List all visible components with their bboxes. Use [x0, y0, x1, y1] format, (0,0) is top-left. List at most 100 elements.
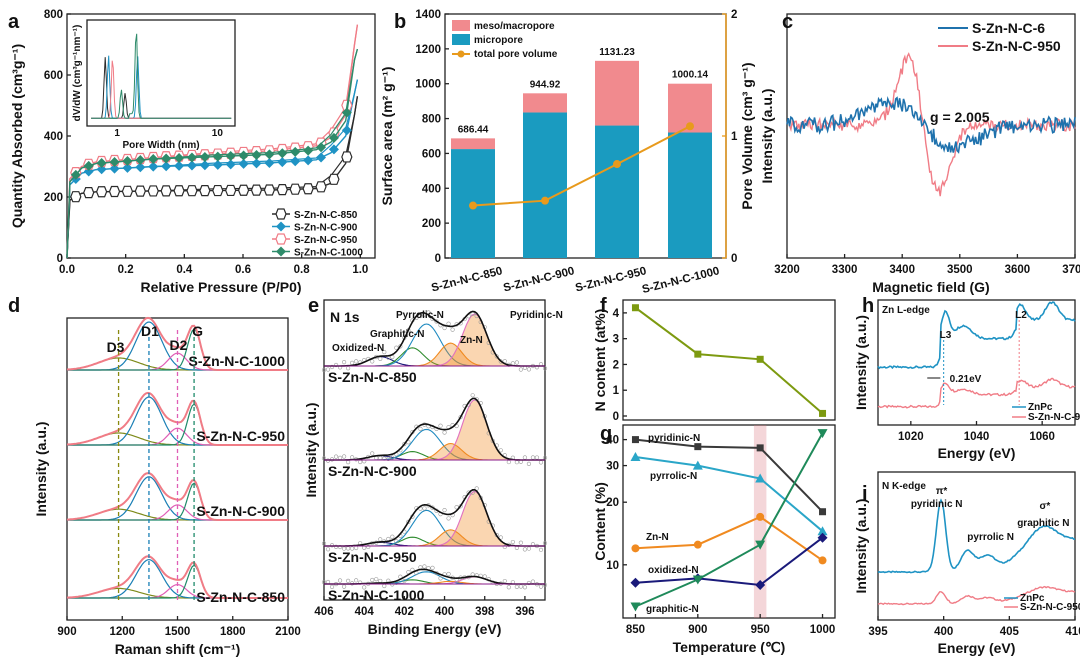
- data-point: [315, 181, 327, 193]
- data-point: [225, 159, 236, 170]
- xps-data-point: [346, 578, 351, 583]
- data-point: [174, 160, 185, 171]
- xps-data-point: [378, 356, 383, 361]
- xps-data-point: [394, 345, 399, 350]
- n-content-point: [694, 350, 702, 358]
- content-series-line: [635, 456, 824, 532]
- xps-data-point: [378, 537, 383, 542]
- xps-data-point: [434, 319, 439, 324]
- y-tick-label: 0: [435, 253, 441, 265]
- x-axis-label: Binding Energy (eV): [368, 621, 502, 637]
- legend-label: S-Zn-N-C-950: [972, 38, 1061, 54]
- data-point: [212, 151, 223, 162]
- data-point: [186, 152, 197, 163]
- pore-volume-point: [686, 122, 694, 131]
- xps-data-point: [406, 519, 411, 524]
- xps-data-point: [454, 505, 459, 510]
- data-point: [199, 152, 210, 163]
- data-point: [96, 158, 107, 169]
- peak-label-d3: D3: [107, 339, 125, 355]
- x-tick-label: 950: [751, 624, 770, 636]
- x-tick-label: 0.4: [176, 264, 193, 276]
- sample-label: S-Zn-N-C-1000: [328, 587, 425, 603]
- series-label: pyridinic-N: [648, 433, 700, 444]
- nk-spectrum-znpc: [877, 498, 1076, 574]
- y-tick-label: 600: [422, 148, 441, 160]
- component-label-zn-n: Zn-N: [460, 335, 483, 346]
- legend-label: S-Zn-N-C-6: [972, 20, 1045, 36]
- data-point: [302, 183, 314, 195]
- x-tick-label: 396: [515, 606, 534, 618]
- content-series-point: [692, 575, 703, 585]
- xps-data-point: [510, 361, 515, 366]
- y-axis-label: Intensity (a.u.): [303, 403, 319, 498]
- pore-volume-line: [472, 125, 691, 207]
- xps-data-point: [514, 360, 519, 365]
- bar-micropore: [523, 112, 567, 258]
- legend-label: S-Zn-N-C-950: [294, 235, 358, 246]
- xps-data-point: [341, 584, 347, 589]
- nk-spectrum-950: [877, 585, 1076, 606]
- raman-envelope: [66, 555, 288, 599]
- data-point: [160, 185, 172, 197]
- xps-data-point: [350, 546, 355, 551]
- x-tick-label: 3500: [947, 264, 973, 276]
- data-point: [328, 132, 339, 143]
- x-tick-label: S-Zn-N-C-900: [502, 265, 576, 294]
- data-point: [251, 158, 262, 169]
- peak-label-g: G: [192, 323, 203, 339]
- x-tick-label: S-Zn-N-C-950: [574, 265, 648, 294]
- sample-label: S-Zn-N-C-950: [196, 428, 285, 444]
- xps-data-point: [394, 539, 399, 544]
- x-tick-label: 1500: [165, 626, 191, 638]
- xps-data-point: [422, 506, 427, 511]
- xps-data-point: [502, 544, 507, 550]
- data-point: [290, 156, 301, 167]
- series-label: graphitic-N: [646, 604, 699, 615]
- data-point: [276, 184, 288, 196]
- xps-data-point: [354, 578, 359, 583]
- xps-data-point: [514, 584, 519, 589]
- x-tick-label: 900: [57, 626, 76, 638]
- xps-data-point: [370, 359, 375, 364]
- pi-star-label: π*: [936, 486, 948, 497]
- n-content-line: [634, 306, 824, 415]
- inset-x-tick-label: 1: [114, 128, 120, 139]
- pore-volume-point: [613, 160, 621, 169]
- xps-data-point: [418, 565, 423, 570]
- x-tick-label: 400: [934, 626, 953, 638]
- y2-tick-label: 0: [731, 253, 737, 265]
- xps-data-point: [522, 547, 528, 552]
- x-tick-label: 850: [626, 624, 645, 636]
- xps-data-point: [526, 546, 532, 551]
- content-series-point: [818, 556, 827, 565]
- sigma-star-label: σ*: [1040, 501, 1051, 512]
- component-label-pyrrolic: Pyrrolic-N: [396, 310, 444, 321]
- y2-axis-label: Pore Volume (cm³ g⁻¹): [739, 62, 755, 209]
- x-tick-label: S-Zn-N-C-850: [430, 265, 504, 294]
- x-axis-label: Temperature (℃): [673, 639, 786, 655]
- x-axis-label: Relative Pressure (P/P0): [140, 279, 301, 295]
- x-axis-label: Energy (eV): [938, 640, 1016, 656]
- x-tick-label: 1800: [220, 626, 246, 638]
- content-series-point: [755, 540, 766, 550]
- y-axis-label: Quantity Absorbed (cm³g⁻¹): [9, 44, 25, 228]
- data-point: [108, 185, 121, 198]
- x-tick-label: 2100: [275, 626, 301, 638]
- xps-envelope: [324, 310, 545, 367]
- legend-label: total pore volume: [474, 49, 558, 60]
- component-label-oxidized: Oxidized-N: [332, 343, 384, 354]
- xps-data-point: [430, 565, 435, 570]
- content-series-line: [635, 432, 824, 608]
- content-series-point: [630, 577, 641, 588]
- data-point: [199, 185, 211, 197]
- y-tick-label: 10: [606, 560, 619, 572]
- l3-label: L3: [940, 330, 952, 341]
- y-tick-label: 20: [606, 497, 619, 509]
- xps-data-point: [370, 577, 375, 583]
- y-axis-label: Intensity (a.u.): [853, 499, 869, 594]
- component-label-pyridinic: Pyridinic-N: [510, 310, 563, 321]
- x-axis-label: Energy (eV): [938, 445, 1016, 461]
- xps-data-point: [518, 540, 523, 545]
- pyridinic-label: pyridinic N: [911, 499, 963, 510]
